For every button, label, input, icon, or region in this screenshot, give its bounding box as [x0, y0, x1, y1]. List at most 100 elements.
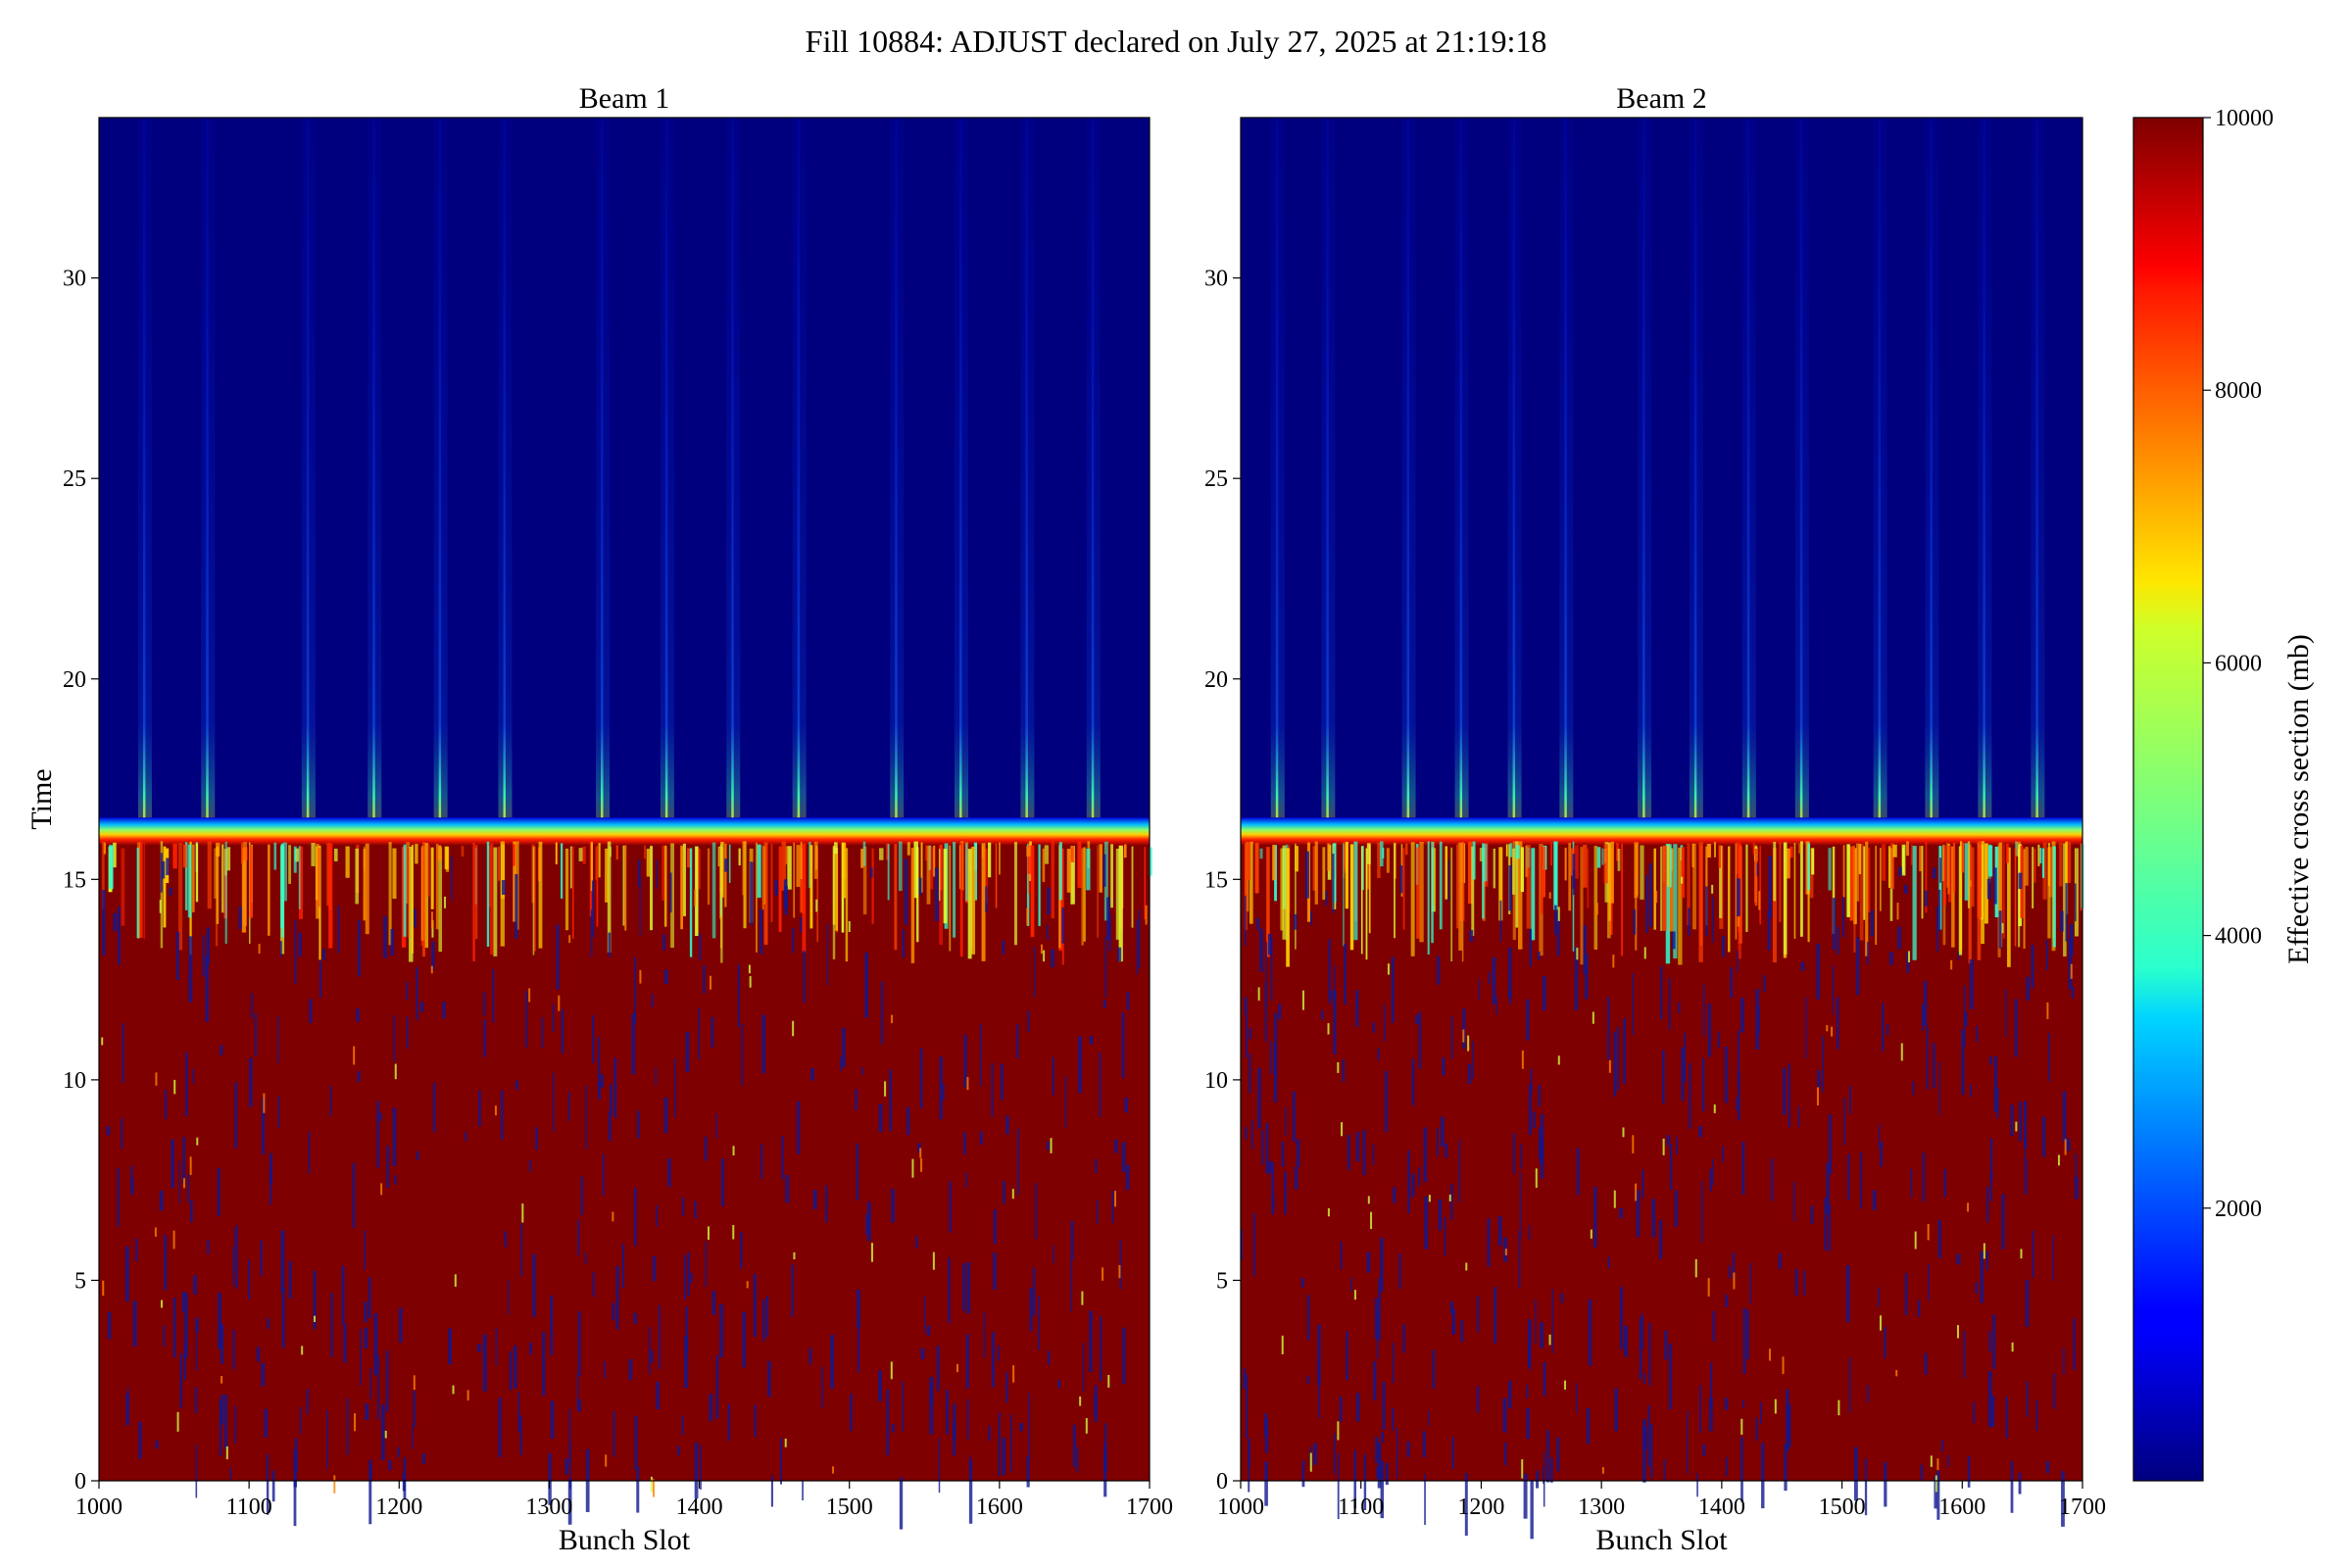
noise-cell	[1707, 1004, 1712, 1057]
noise-cell	[598, 843, 601, 878]
noise-cell	[1341, 1122, 1344, 1137]
noise-cell	[1613, 1190, 1616, 1208]
noise-cell	[1660, 846, 1663, 931]
noise-cell	[1029, 1288, 1033, 1332]
noise-cell	[309, 999, 313, 1024]
y-tick-label: 25	[63, 466, 86, 492]
noise-cell	[1102, 1000, 1106, 1008]
noise-cell	[1551, 1289, 1554, 1353]
noise-cell	[1027, 846, 1032, 874]
noise-cell	[1244, 844, 1248, 931]
noise-cell	[1671, 931, 1676, 950]
noise-cell	[965, 1334, 969, 1389]
noise-cell	[732, 1146, 735, 1156]
noise-cell	[650, 1476, 653, 1493]
noise-cell	[934, 867, 939, 922]
noise-cell	[763, 842, 768, 946]
noise-cell	[609, 1084, 612, 1114]
noise-cell	[727, 1404, 730, 1442]
noise-cell	[857, 1289, 861, 1328]
noise-cell	[684, 1335, 689, 1389]
noise-cell	[1502, 1397, 1507, 1433]
noise-cell	[1687, 1410, 1689, 1475]
noise-cell	[1383, 1004, 1386, 1043]
noise-cell	[608, 932, 612, 957]
noise-cell	[1366, 1251, 1371, 1273]
noise-cell	[333, 1475, 336, 1494]
noise-cell	[2065, 841, 2069, 914]
noise-cell	[1439, 841, 1443, 930]
noise-cell	[1673, 844, 1678, 959]
noise-cell	[232, 1246, 235, 1287]
noise-cell	[2063, 1348, 2065, 1375]
noise-cell	[633, 1187, 637, 1247]
noise-cell	[1732, 1252, 1736, 1279]
noise-cell	[938, 1438, 941, 1494]
noise-cell	[1636, 1190, 1641, 1238]
noise-cell	[1969, 959, 1974, 1010]
noise-cell	[205, 956, 210, 1022]
noise-cell	[109, 845, 114, 889]
noise-cell	[1772, 847, 1777, 963]
noise-cell	[906, 842, 910, 856]
noise-cell	[1687, 843, 1690, 925]
noise-cell	[2020, 1249, 2023, 1259]
noise-cell	[2062, 1091, 2067, 1143]
noise-cell	[1855, 937, 1860, 996]
noise-cell	[1368, 845, 1371, 934]
noise-cell	[1653, 848, 1656, 930]
noise-cell	[1070, 846, 1075, 905]
noise-cell	[435, 844, 439, 930]
noise-cell	[513, 844, 515, 866]
x-tick-label: 1200	[1457, 1494, 1504, 1520]
noise-cell	[2025, 1279, 2030, 1327]
bright-stripe	[895, 118, 898, 832]
noise-cell	[1817, 1070, 1821, 1088]
y-tick-label: 5	[1216, 1268, 1228, 1294]
noise-cell	[1674, 1190, 1679, 1227]
noise-cell	[495, 1328, 498, 1366]
noise-cell	[1661, 1050, 1665, 1104]
noise-cell	[1317, 1324, 1321, 1386]
noise-cell	[832, 847, 836, 959]
noise-cell	[1956, 1325, 1959, 1339]
noise-cell	[492, 968, 495, 1023]
noise-cell	[1301, 990, 1304, 1010]
noise-cell	[1961, 842, 1965, 873]
noise-cell	[406, 981, 409, 1001]
noise-cell	[207, 1240, 210, 1254]
noise-cell	[1372, 1022, 1376, 1033]
noise-cell	[938, 849, 941, 902]
noise-cell	[1081, 848, 1084, 946]
noise-cell	[294, 919, 297, 985]
noise-cell	[406, 1016, 409, 1049]
noise-cell	[1051, 949, 1054, 968]
noise-cell	[1086, 848, 1091, 891]
noise-cell	[1249, 841, 1253, 924]
noise-cell	[756, 842, 758, 953]
noise-cell	[1800, 961, 1805, 971]
noise-cell	[1273, 1044, 1278, 1102]
noise-cell	[694, 1200, 697, 1219]
noise-cell	[1773, 841, 1777, 902]
noise-cell	[891, 1189, 895, 1223]
panel-title: Beam 2	[1616, 82, 1706, 115]
noise-cell	[365, 843, 369, 935]
noise-cell	[1580, 847, 1584, 965]
noise-cell	[1254, 843, 1259, 894]
noise-cell	[1595, 903, 1598, 915]
noise-cell	[2024, 1136, 2027, 1162]
noise-cell	[2074, 883, 2077, 922]
noise-cell	[124, 1246, 129, 1302]
x-tick-label: 1400	[676, 1494, 723, 1520]
noise-cell	[354, 1413, 357, 1432]
noise-cell	[542, 1332, 546, 1396]
noise-cell	[1924, 1352, 1928, 1375]
noise-cell	[1407, 1150, 1411, 1214]
transition-band	[1241, 817, 2082, 846]
noise-cell	[1377, 842, 1381, 878]
noise-cell	[2066, 1138, 2071, 1152]
noise-cell	[1832, 965, 1835, 1014]
noise-cell	[757, 844, 761, 898]
noise-cell	[1983, 1243, 1985, 1259]
